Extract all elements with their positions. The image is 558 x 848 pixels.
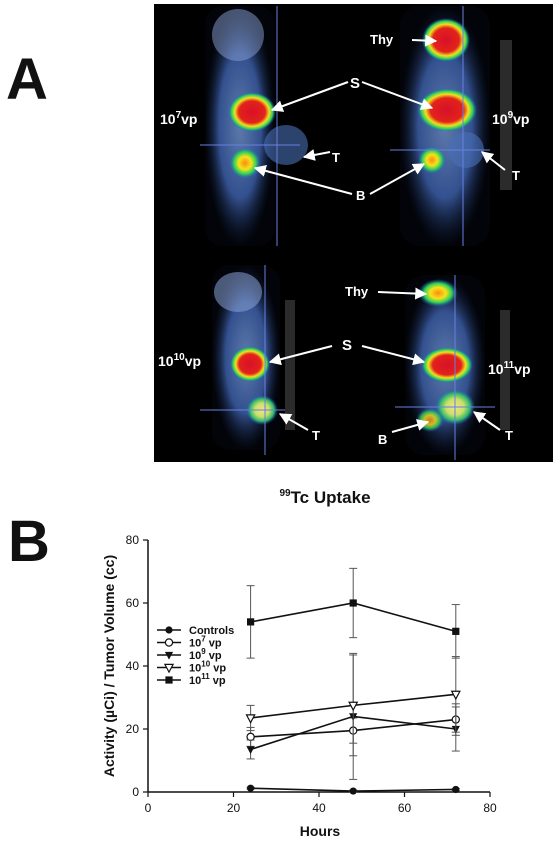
data-point [245, 714, 256, 724]
data-point [349, 787, 357, 795]
legend-marker [165, 676, 173, 684]
mouse-scan-3 [200, 265, 295, 455]
legend-label: 1011 vp [189, 672, 226, 687]
data-point [452, 627, 460, 635]
label-tumor-2: T [512, 168, 520, 183]
y-tick-label: 60 [126, 596, 140, 610]
x-tick-label: 0 [145, 801, 152, 815]
label-tumor-1: T [332, 150, 340, 165]
y-tick-label: 80 [126, 533, 140, 547]
x-tick-label: 20 [227, 801, 241, 815]
data-point [247, 618, 255, 626]
panel-b-letter: B [8, 509, 50, 574]
data-point [246, 746, 255, 755]
spect-image-panel: Thy S T T B Thy S T B T 107vp 109vp 1010… [154, 4, 553, 462]
label-bladder-2: B [378, 432, 387, 447]
label-tumor-3: T [312, 428, 320, 443]
label-thy-2: Thy [345, 284, 369, 299]
label-thy-1: Thy [370, 32, 394, 47]
mouse-scan-4 [395, 275, 510, 460]
data-point [247, 784, 255, 792]
dose-label-3: 1010vp [158, 352, 201, 369]
annotation-arrows [253, 34, 506, 433]
legend-marker [163, 663, 175, 674]
legend-marker [164, 638, 174, 647]
legend-marker [165, 626, 173, 634]
chart-title: 99Tc Uptake [279, 488, 370, 507]
data-point [452, 785, 460, 794]
legend-marker [164, 651, 174, 660]
label-stomach-2: S [342, 337, 352, 354]
dose-label-2: 109vp [492, 110, 529, 127]
y-axis-title: Activity (µCi) / Tumor Volume (cc) [101, 555, 117, 777]
mouse-scan-1 [200, 6, 308, 246]
y-tick-label: 40 [126, 659, 140, 673]
legend-label: Controls [189, 625, 234, 637]
label-bladder-1: B [356, 188, 365, 203]
panel-a-letter: A [6, 47, 48, 112]
legend-label: 109 vp [189, 647, 222, 662]
plot-area: 0 20 40 60 80 0 20 40 60 80 [126, 533, 497, 815]
dose-label-4: 1011vp [488, 360, 531, 377]
y-tick-label: 0 [132, 785, 139, 799]
y-tick-label: 20 [126, 722, 140, 736]
legend-label: 1010 vp [189, 660, 226, 675]
label-stomach-1: S [350, 75, 360, 92]
dose-label-1: 107vp [160, 110, 197, 127]
data-point [246, 732, 255, 742]
mouse-scan-2 [390, 6, 512, 246]
data-point [450, 690, 461, 701]
data-point [349, 599, 357, 607]
data-point [348, 701, 359, 712]
x-tick-label: 80 [483, 801, 497, 815]
label-tumor-4: T [505, 428, 513, 443]
x-tick-label: 40 [312, 801, 326, 815]
x-tick-label: 60 [398, 801, 412, 815]
legend-label: 107 vp [189, 635, 222, 650]
x-axis-title: Hours [300, 823, 341, 839]
